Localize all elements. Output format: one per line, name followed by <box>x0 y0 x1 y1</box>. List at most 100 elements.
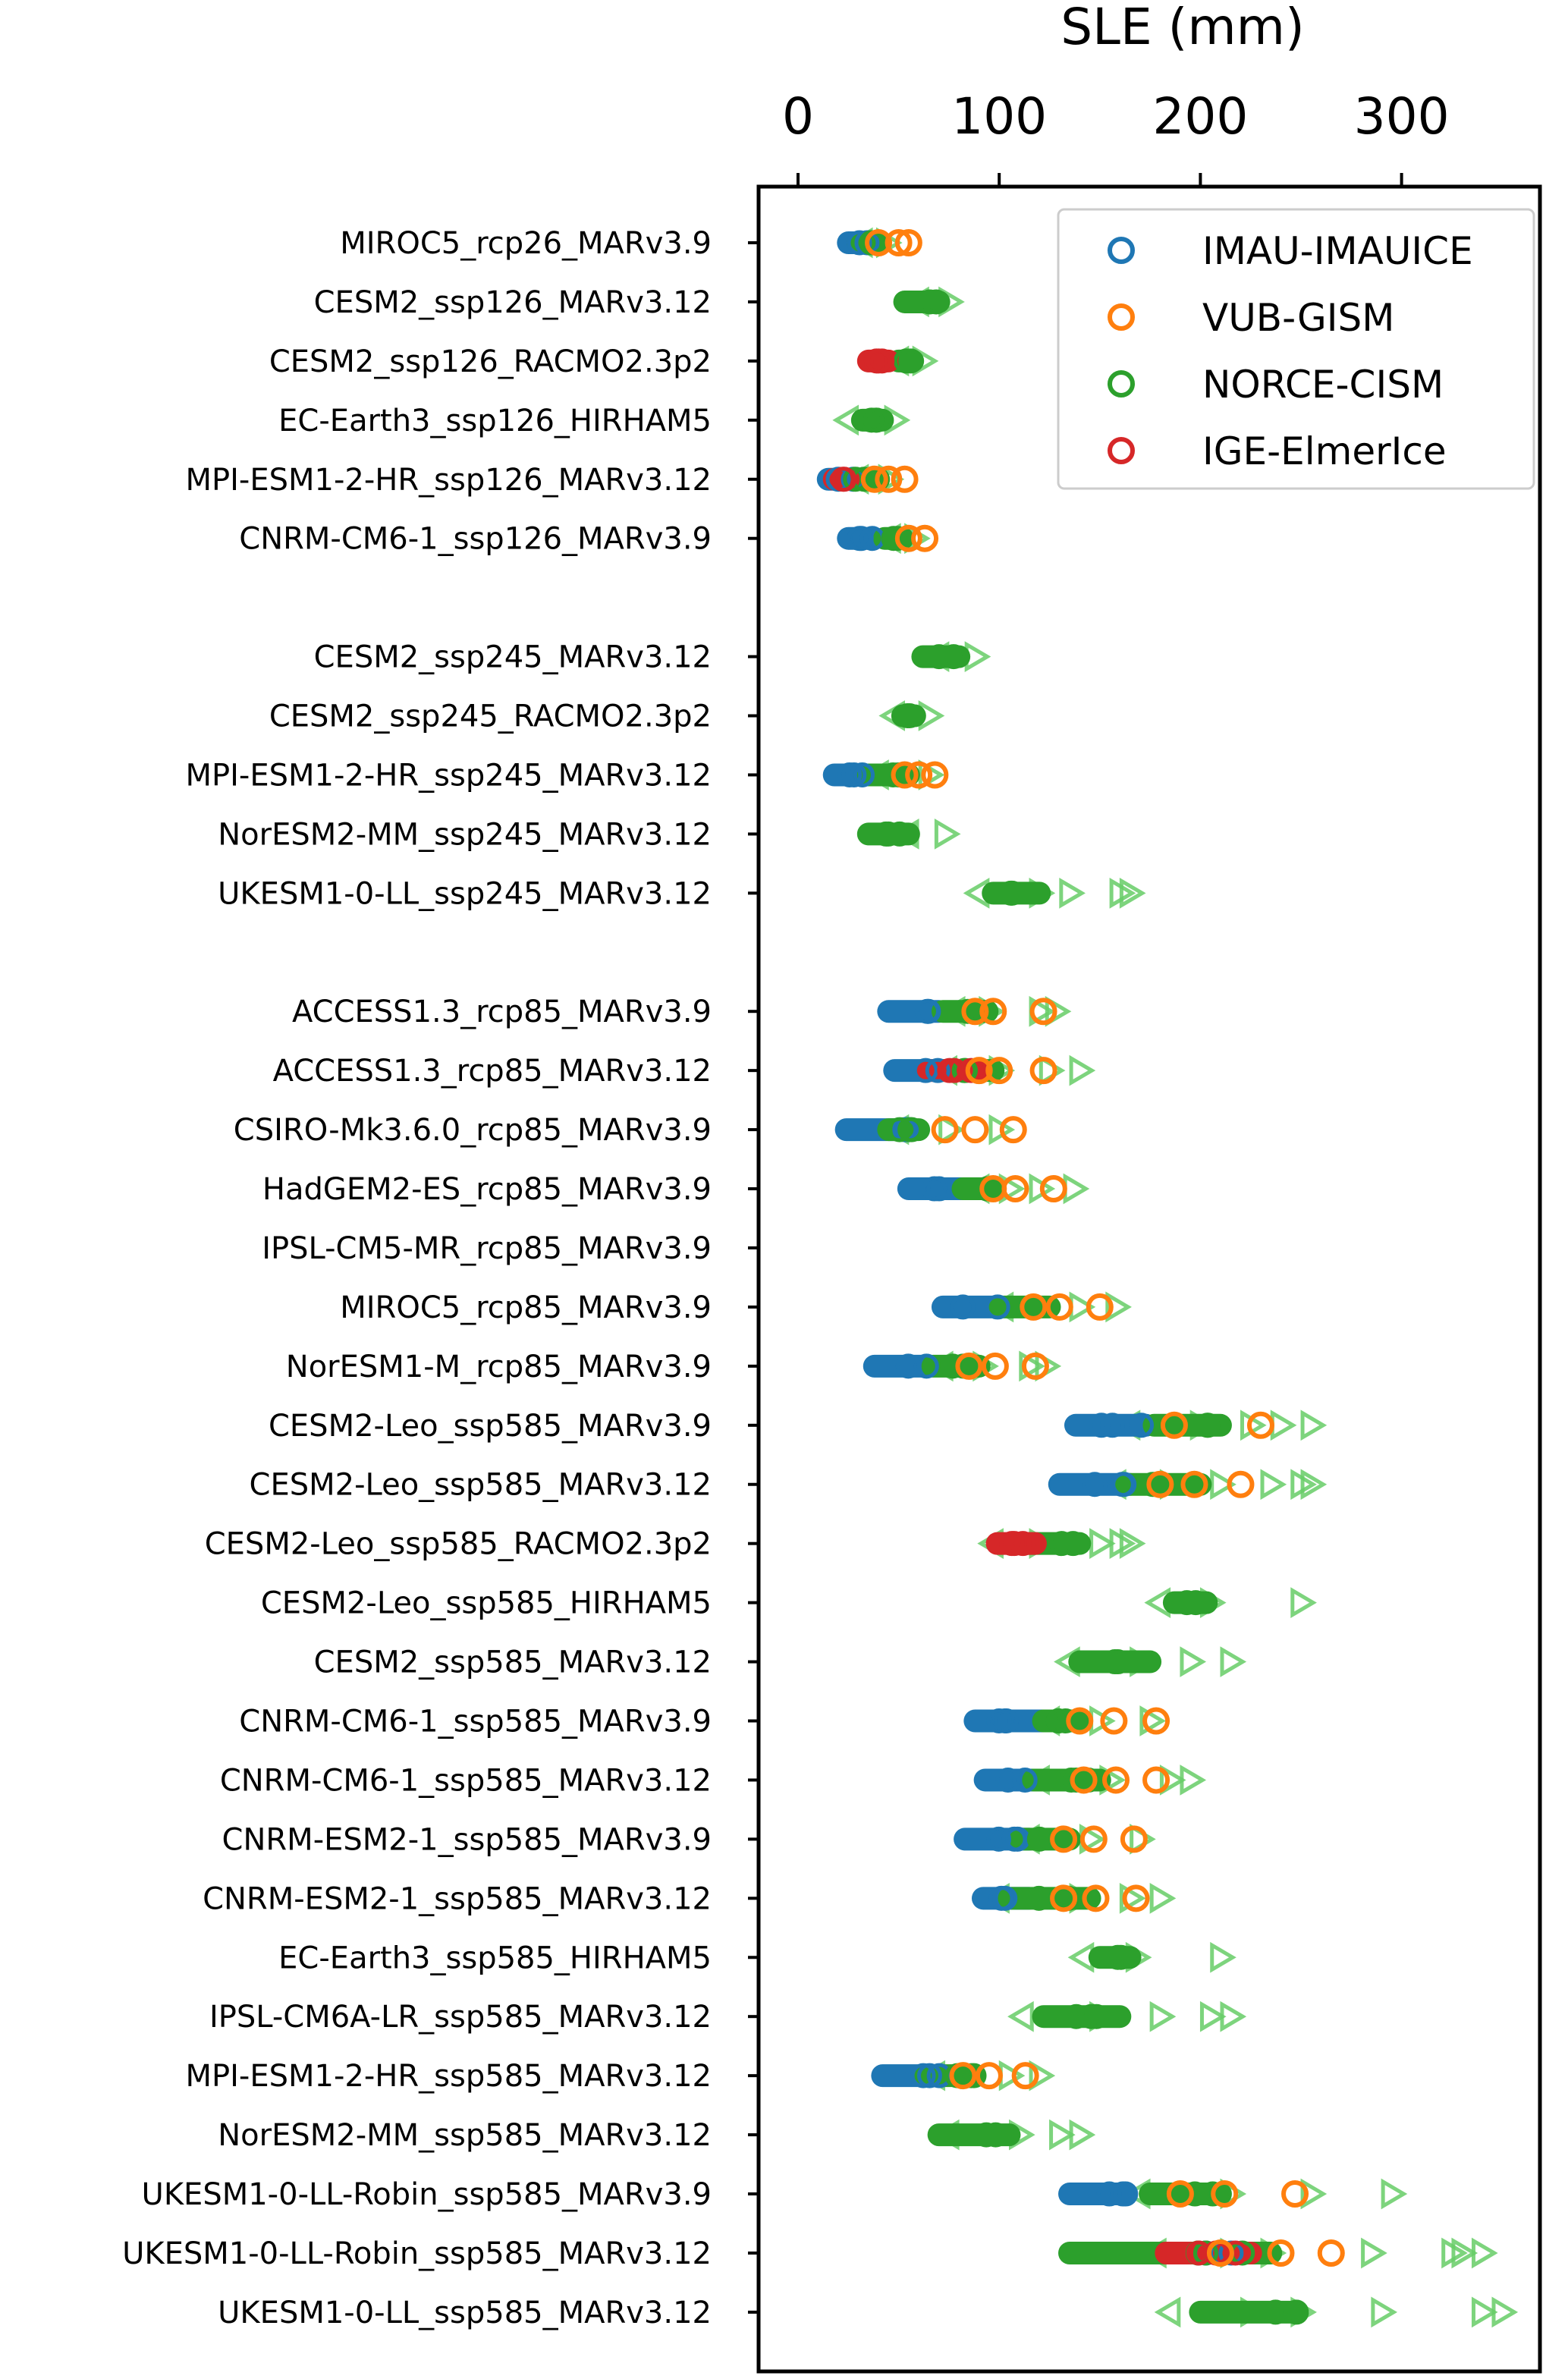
vub-point <box>1146 1470 1174 1498</box>
category-label: CESM2_ssp245_MARv3.12 <box>314 640 712 675</box>
vub-point <box>1122 1884 1150 1912</box>
triangle-marker <box>1149 2000 1177 2032</box>
ige-point <box>831 467 857 492</box>
vub-point <box>1160 1411 1188 1439</box>
x-tick-label: 200 <box>1152 87 1248 146</box>
triangle-marker <box>1007 2000 1034 2032</box>
vub-point <box>1001 1175 1029 1203</box>
norce-point <box>941 644 966 670</box>
legend-label: IMAU-IMAUICE <box>1202 229 1473 273</box>
legend-label: IGE-ElmerIce <box>1202 429 1447 473</box>
category-label: MIROC5_rcp26_MARv3.9 <box>340 226 712 261</box>
category-labels: MIROC5_rcp26_MARv3.9 CESM2_ssp126_MARv3.1… <box>122 226 712 2330</box>
vub-point <box>1021 1352 1049 1380</box>
vub-point <box>891 465 919 493</box>
norce-point <box>1078 2003 1104 2029</box>
vub-point <box>975 2062 1003 2090</box>
category-label: CSIRO-Mk3.6.0_rcp85_MARv3.9 <box>234 1113 712 1148</box>
triangle-marker <box>1300 1409 1328 1441</box>
imau-point <box>922 1176 947 1202</box>
triangle-marker <box>1210 1469 1236 1501</box>
norce-point <box>1048 1531 1074 1557</box>
vub-point <box>875 465 903 493</box>
norce-point <box>863 407 889 433</box>
vub-point <box>921 761 949 789</box>
category-label: CESM2-Leo_ssp585_MARv3.12 <box>250 1468 712 1503</box>
vub-point <box>894 524 922 552</box>
category-label: MPI-ESM1-2-HR_ssp585_MARv3.12 <box>186 2059 712 2094</box>
norce-point <box>951 1058 977 1083</box>
x-axis-title: SLE (mm) <box>1061 0 1304 56</box>
triangle-marker <box>1029 1173 1056 1205</box>
category-label: UKESM1-0-LL_ssp585_MARv3.12 <box>218 2296 712 2330</box>
vub-point <box>1050 1884 1078 1912</box>
imau-point <box>1109 1472 1135 1497</box>
vub-point <box>865 229 893 256</box>
vub-point <box>965 1057 993 1085</box>
triangle-marker <box>1069 1054 1096 1086</box>
imau-point <box>1012 1767 1038 1793</box>
category-label: IPSL-CM6A-LR_ssp585_MARv3.12 <box>209 2000 712 2035</box>
norce-point <box>1182 2181 1208 2207</box>
triangle-marker <box>938 1114 965 1146</box>
triangle-marker <box>1199 2000 1227 2032</box>
norce-point <box>983 2122 1009 2148</box>
legend-label: VUB-GISM <box>1202 296 1394 340</box>
triangle-marker <box>934 819 961 850</box>
norce-point <box>1200 2181 1226 2207</box>
triangle-marker <box>1019 1350 1045 1382</box>
vub-point <box>1142 1707 1171 1735</box>
triangle-marker <box>1290 1587 1317 1618</box>
triangle-markers <box>832 227 1519 2328</box>
vub-point <box>1020 1293 1048 1321</box>
triangle-marker <box>1049 2119 1076 2151</box>
triangle-marker <box>1220 1646 1247 1677</box>
norce-point <box>1183 1590 1208 1616</box>
ige-point <box>999 1531 1025 1557</box>
imau-point <box>1089 1413 1114 1438</box>
category-label: NorESM2-MM_ssp245_MARv3.12 <box>218 817 712 852</box>
ige-point <box>866 348 891 374</box>
norce-point <box>887 1117 913 1142</box>
norce-point <box>998 880 1023 906</box>
imau-point <box>913 1058 938 1083</box>
ige-point <box>941 1058 967 1083</box>
triangle-marker <box>1381 2178 1408 2210</box>
category-label: CESM2_ssp585_MARv3.12 <box>314 1645 712 1680</box>
imau-point <box>841 762 867 787</box>
x-tick-label: 0 <box>782 87 814 146</box>
triangle-marker <box>1119 1528 1146 1560</box>
vub-point <box>949 2062 977 2090</box>
norce-point <box>1195 1413 1221 1438</box>
category-label: CESM2-Leo_ssp585_RACMO2.3p2 <box>205 1527 712 1562</box>
imau-point <box>985 1294 1010 1320</box>
triangle-marker <box>1029 2060 1056 2091</box>
vub-point <box>999 1116 1027 1144</box>
norce-point <box>1105 1649 1131 1675</box>
norce-point <box>940 1353 966 1379</box>
norce-point <box>887 821 913 847</box>
triangle-marker <box>1471 2296 1498 2328</box>
vub-point <box>1227 1470 1255 1498</box>
category-label: CESM2-Leo_ssp585_MARv3.9 <box>269 1409 712 1444</box>
imau-point <box>994 1708 1020 1733</box>
imau-point <box>992 1885 1018 1911</box>
legend-marker <box>1108 303 1135 331</box>
imau-point <box>850 762 875 787</box>
imau-point <box>986 1708 1012 1733</box>
norce-point <box>973 2122 999 2148</box>
vub-point <box>985 1057 1013 1085</box>
triangle-marker <box>1119 877 1146 909</box>
triangle-marker <box>1069 2119 1096 2151</box>
category-label: UKESM1-0-LL-Robin_ssp585_MARv3.12 <box>122 2236 712 2271</box>
triangle-marker <box>1154 2296 1181 2328</box>
vub-point <box>931 1116 959 1144</box>
category-label: MIROC5_rcp85_MARv3.9 <box>340 1290 712 1325</box>
category-label: NorESM2-MM_ssp585_MARv3.12 <box>218 2118 712 2153</box>
category-label: CESM2_ssp126_RACMO2.3p2 <box>269 344 712 379</box>
category-label: CNRM-CM6-1_ssp585_MARv3.12 <box>220 1763 712 1798</box>
legend-label: NORCE-CISM <box>1202 363 1444 407</box>
norce-point <box>894 703 920 729</box>
triangle-marker <box>1220 2000 1247 2032</box>
triangle-marker <box>1180 1765 1207 1796</box>
